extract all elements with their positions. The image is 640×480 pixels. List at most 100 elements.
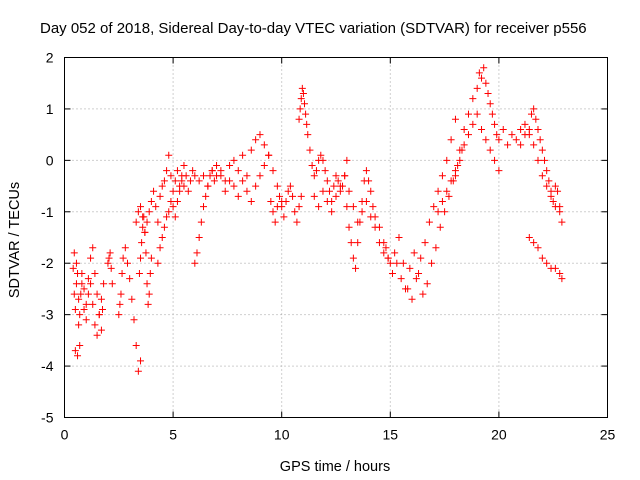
data-point xyxy=(517,126,525,133)
data-point xyxy=(137,357,145,365)
data-point xyxy=(217,172,225,180)
data-point xyxy=(269,208,277,216)
data-point xyxy=(341,172,349,180)
data-point xyxy=(144,300,152,308)
data-point xyxy=(438,198,446,205)
data-point xyxy=(456,156,464,164)
data-point xyxy=(137,254,145,262)
data-point xyxy=(173,167,181,175)
data-point xyxy=(393,259,401,267)
data-point xyxy=(119,254,127,262)
data-point xyxy=(141,228,149,236)
data-point xyxy=(167,172,175,180)
data-point xyxy=(116,300,124,308)
data-point xyxy=(132,342,140,349)
data-point xyxy=(286,182,294,190)
x-tick-label: 5 xyxy=(169,427,177,443)
data-point xyxy=(252,182,260,190)
data-point xyxy=(380,239,388,247)
x-tick-label: 10 xyxy=(274,427,290,443)
data-point xyxy=(304,131,312,139)
data-point xyxy=(169,187,177,195)
data-point xyxy=(447,177,455,185)
data-point xyxy=(282,198,290,205)
data-point xyxy=(332,192,340,200)
data-point xyxy=(491,156,499,164)
data-point xyxy=(154,218,162,226)
data-point xyxy=(99,306,107,313)
data-point xyxy=(182,172,190,180)
data-point xyxy=(213,162,221,169)
data-point xyxy=(165,208,173,216)
data-point xyxy=(154,259,162,267)
data-point xyxy=(558,275,566,283)
data-point xyxy=(475,69,483,77)
data-point xyxy=(321,167,329,175)
data-point xyxy=(165,151,173,159)
data-point xyxy=(278,203,286,211)
data-point xyxy=(256,172,264,180)
data-point xyxy=(269,167,277,175)
data-point xyxy=(456,146,464,154)
data-point xyxy=(354,239,362,247)
y-axis-label: SDTVAR / TECUs xyxy=(7,182,23,298)
data-point xyxy=(132,218,140,226)
data-point xyxy=(142,249,150,257)
data-point xyxy=(508,131,516,139)
data-point xyxy=(186,177,194,185)
data-point xyxy=(75,295,83,303)
data-point xyxy=(412,275,420,283)
data-point xyxy=(386,259,394,267)
data-point xyxy=(107,264,115,272)
data-point xyxy=(328,208,336,216)
data-point xyxy=(260,141,268,149)
data-point xyxy=(104,259,112,267)
data-point xyxy=(156,244,164,252)
data-point xyxy=(543,259,551,267)
data-point xyxy=(158,182,166,190)
data-point xyxy=(123,259,131,267)
y-tick-label: 2 xyxy=(46,50,54,66)
data-point xyxy=(323,198,331,205)
data-point xyxy=(204,182,212,190)
data-point xyxy=(117,290,125,298)
data-point xyxy=(369,203,377,211)
data-point xyxy=(556,270,564,277)
data-point xyxy=(145,208,153,216)
data-point xyxy=(534,244,542,252)
data-point xyxy=(423,280,431,288)
y-tick-label: -2 xyxy=(41,255,54,271)
data-point xyxy=(260,162,268,169)
data-point xyxy=(521,120,529,128)
y-tick-label: -1 xyxy=(41,204,54,220)
data-point xyxy=(108,280,116,288)
data-point xyxy=(534,126,542,133)
y-tick-label: -5 xyxy=(41,410,54,426)
data-point xyxy=(276,192,284,200)
data-point xyxy=(163,213,171,221)
data-point xyxy=(551,182,559,190)
data-point xyxy=(208,167,216,175)
data-point xyxy=(323,177,331,185)
data-point xyxy=(76,342,84,349)
data-point xyxy=(530,239,538,247)
data-point xyxy=(406,264,414,272)
data-point xyxy=(200,203,208,211)
data-point xyxy=(200,172,208,180)
data-point xyxy=(134,367,142,375)
data-point xyxy=(491,120,499,128)
data-point xyxy=(493,131,501,139)
data-point xyxy=(480,64,488,72)
data-point xyxy=(189,167,197,175)
data-point xyxy=(382,244,390,252)
data-point xyxy=(495,136,503,144)
data-point xyxy=(530,105,538,113)
data-point xyxy=(299,90,307,97)
data-point xyxy=(367,187,375,195)
data-point xyxy=(160,223,168,231)
data-point xyxy=(77,290,85,298)
data-point xyxy=(202,192,210,200)
data-point xyxy=(451,172,459,180)
data-point xyxy=(530,141,538,149)
